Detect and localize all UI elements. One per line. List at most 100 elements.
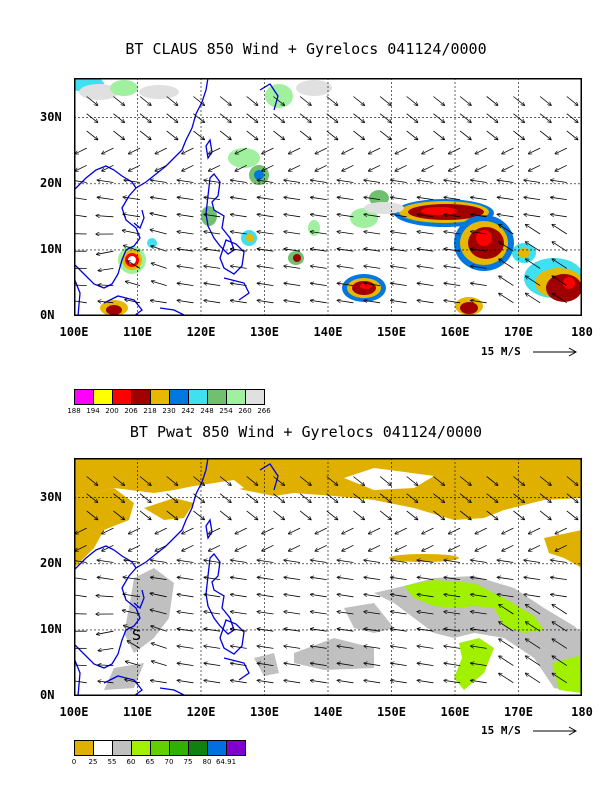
wind-arrow [74, 665, 87, 666]
wind-arrow [193, 510, 204, 520]
wind-arrow [204, 560, 221, 563]
wind-arrow [209, 147, 221, 154]
wind-arrow [123, 197, 141, 200]
wind-arrow [418, 266, 434, 269]
wind-arrow [418, 283, 434, 286]
coastline-segment [74, 277, 81, 316]
wind-arrow [102, 527, 114, 534]
wind-arrow [150, 593, 167, 598]
wind-arrow [311, 629, 327, 632]
wind-arrow [433, 476, 444, 486]
lon-label: 100E [59, 705, 89, 719]
wind-arrow [342, 147, 354, 154]
wind-arrow [178, 197, 194, 200]
wind-arrow [258, 266, 274, 269]
wind-arrow [155, 527, 167, 534]
wind-arrow [406, 476, 418, 486]
wind-arrow [151, 180, 167, 183]
wind-arrow [125, 680, 141, 684]
wind-arrow [444, 663, 461, 666]
wind-arrow [499, 293, 514, 304]
wind-arrow [258, 180, 274, 183]
wind-arrow [459, 493, 471, 503]
wind-arrow [475, 164, 487, 171]
coastline-segment [223, 277, 250, 301]
wind-arrow [258, 577, 274, 580]
colorbar-tick-label: 60 [126, 758, 136, 766]
wind-arrow [204, 232, 221, 235]
wind-arrow [129, 164, 141, 171]
wind-arrow [284, 232, 301, 235]
wind-arrow [418, 560, 434, 563]
wind-arrow [498, 197, 514, 200]
wind-arrow [418, 612, 434, 615]
wind-arrow [204, 646, 221, 649]
wind-arrow [395, 147, 407, 154]
colorbar-swatch [74, 389, 93, 405]
wind-arrow [499, 673, 514, 684]
wind-arrow [364, 646, 381, 649]
colorbar-swatch [131, 740, 150, 756]
wind-arrow [123, 594, 141, 598]
wind-arrow [326, 493, 338, 503]
colorbar-tick-label: 248 [200, 407, 214, 415]
wind-arrow [379, 493, 391, 503]
wind-arrow [235, 544, 247, 551]
lon-label: 150E [377, 705, 406, 719]
wind-arrow [284, 283, 301, 286]
wind-arrow [74, 285, 87, 286]
wind-arrow [566, 510, 578, 520]
wind-arrow [193, 113, 204, 123]
lon-label: 100E [59, 325, 89, 339]
wind-arrow [444, 283, 461, 286]
wind-arrow [231, 249, 247, 252]
wind-arrow [364, 560, 381, 563]
wind-arrow [444, 629, 461, 632]
wind-arrow [406, 493, 418, 503]
wind-arrow [246, 476, 258, 486]
wind-arrow [246, 510, 258, 520]
wind-arrow [418, 180, 434, 183]
wind-arrow [97, 216, 114, 217]
wind-arrow [551, 577, 567, 580]
colorbar-swatch [207, 740, 226, 756]
wind-arrow [369, 527, 381, 534]
wind-arrow [152, 281, 167, 286]
wind-arrow [444, 577, 461, 580]
wind-arrow [113, 113, 124, 123]
wind-arrow [204, 680, 221, 684]
wind-arrow [75, 147, 87, 154]
wind-arrow [123, 230, 141, 235]
wind-arrow [338, 266, 354, 269]
wind-arrow [552, 242, 568, 252]
wind-arrow [178, 680, 194, 684]
wind-arrow [289, 527, 301, 534]
wind-arrow [262, 164, 274, 171]
wind-arrow [353, 476, 364, 486]
wind-arrow [258, 232, 274, 235]
wind-arrow [204, 577, 221, 580]
wind-arrow [353, 510, 364, 520]
coastline-segment [74, 657, 81, 696]
wind-arrow [338, 612, 354, 615]
wind-arrow [151, 197, 167, 200]
wind-arrow [379, 130, 391, 140]
wind-arrow [235, 164, 247, 171]
lon-label: 120E [186, 325, 216, 339]
wind-arrow [551, 180, 567, 183]
gyre-marker: S [132, 628, 141, 644]
wind-arrow [566, 130, 578, 140]
wind-arrow [231, 197, 247, 200]
wind-arrow [498, 577, 514, 580]
wind-arrow [526, 259, 541, 269]
wind-arrow [353, 96, 364, 106]
colorbar-tick-label: 200 [105, 407, 119, 415]
colorbar-tick-label: 70 [164, 758, 174, 766]
wind-arrow [471, 577, 487, 580]
wind-arrow [391, 629, 407, 632]
colorbar-swatch [131, 389, 150, 405]
wind-arrow [369, 164, 381, 171]
wind-arrow [193, 130, 204, 140]
colorbar-tick-label: 242 [181, 407, 195, 415]
wind-arrow [364, 577, 381, 580]
